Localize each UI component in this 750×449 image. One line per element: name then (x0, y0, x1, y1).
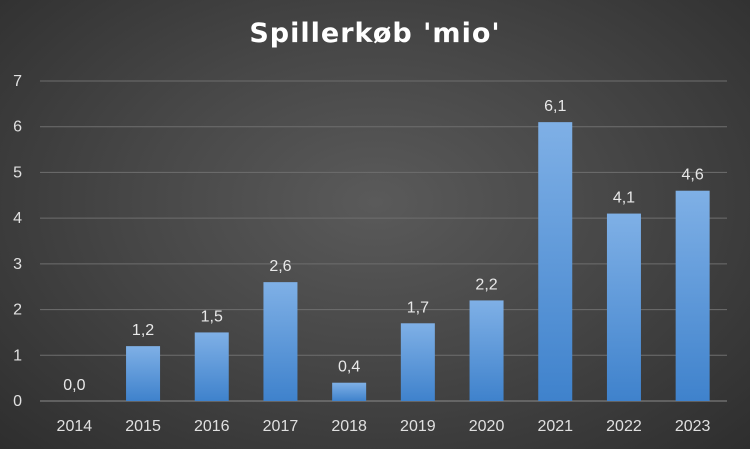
x-tick-label: 2019 (400, 418, 436, 435)
bar-2020 (469, 300, 504, 401)
y-tick-label: 3 (13, 256, 22, 273)
y-tick-label: 6 (13, 119, 22, 136)
x-tick-label: 2017 (263, 418, 299, 435)
data-label-2014: 0,0 (63, 377, 85, 394)
data-label-2017: 2,6 (269, 258, 291, 275)
data-labels: 0,0 1,2 1,5 2,6 0,4 1,7 2,2 6,1 4,1 4,6 (63, 98, 704, 394)
x-tick-label: 2022 (606, 418, 642, 435)
data-label-2015: 1,2 (132, 322, 154, 339)
x-tick-label: 2020 (469, 418, 505, 435)
x-tick-label: 2021 (537, 418, 573, 435)
y-tick-label: 7 (13, 73, 22, 90)
bar-2017 (263, 282, 298, 401)
data-label-2023: 4,6 (682, 167, 704, 184)
bar-2019 (400, 323, 435, 401)
x-tick-label: 2018 (331, 418, 367, 435)
data-label-2020: 2,2 (475, 276, 497, 293)
bar-2015 (126, 346, 161, 401)
bar-2023 (675, 190, 710, 401)
bar-2018 (332, 382, 367, 401)
data-label-2021: 6,1 (544, 98, 566, 115)
data-label-2022: 4,1 (613, 190, 635, 207)
x-tick-label: 2015 (125, 418, 161, 435)
y-tick-label: 2 (13, 302, 22, 319)
y-axis-ticks: 0 1 2 3 4 5 6 7 (13, 73, 22, 410)
data-label-2019: 1,7 (407, 299, 429, 316)
bar-2022 (606, 213, 641, 401)
chart-title: Spillerkøb 'mio' (249, 18, 501, 49)
bar-2021 (538, 122, 573, 402)
data-label-2018: 0,4 (338, 359, 360, 376)
y-tick-label: 1 (13, 347, 22, 364)
y-tick-label: 4 (13, 210, 22, 227)
y-tick-label: 5 (13, 164, 22, 181)
y-tick-label: 0 (13, 393, 22, 410)
bar-2016 (194, 332, 229, 401)
x-tick-label: 2014 (57, 418, 93, 435)
x-tick-label: 2023 (675, 418, 711, 435)
x-tick-label: 2016 (194, 418, 230, 435)
data-label-2016: 1,5 (201, 308, 223, 325)
bars (126, 122, 710, 402)
x-axis-ticks: 2014 2015 2016 2017 2018 2019 2020 2021 2022 2023 (57, 418, 711, 435)
